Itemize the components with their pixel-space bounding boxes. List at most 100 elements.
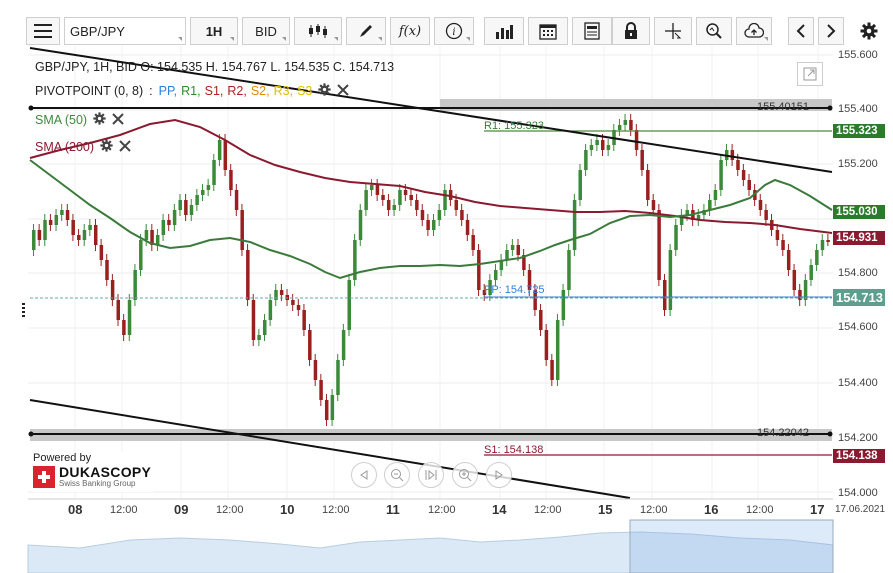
sma200-remove[interactable] — [119, 139, 131, 155]
candle-body — [708, 200, 712, 210]
ohlc-summary: GBP/JPY, 1H, BID O: 154.535 H. 154.767 L… — [35, 60, 395, 74]
candle-body — [758, 200, 763, 210]
candle-body — [471, 235, 475, 250]
pivotpoint-remove[interactable] — [337, 83, 350, 99]
dropdown-arrow-icon — [764, 37, 768, 41]
candle-body — [674, 225, 678, 250]
navigator-window[interactable] — [629, 519, 834, 573]
x-axis-time: 12:00 — [534, 504, 562, 516]
scroll-left-button[interactable] — [788, 17, 814, 45]
upload-button[interactable] — [736, 17, 772, 45]
info-button[interactable]: i — [434, 17, 474, 45]
sma200-indicator: SMA (200) — [35, 139, 131, 155]
upper-level-right-handle[interactable] — [827, 105, 833, 111]
zoom-button[interactable] — [696, 17, 732, 45]
sma200-settings[interactable] — [100, 139, 113, 155]
pan-right-button[interactable] — [486, 462, 512, 488]
candle-body — [764, 210, 768, 220]
symbol-select[interactable]: GBP/JPY — [64, 17, 186, 45]
candle-body — [105, 260, 109, 280]
candle-body — [268, 300, 273, 320]
candle-body — [786, 250, 791, 270]
hamburger-icon — [34, 24, 52, 38]
chart-type-button[interactable] — [294, 17, 342, 45]
sma-50-line — [29, 159, 833, 280]
pivot-level-label: S2, — [250, 84, 270, 98]
function-label: f(x) — [398, 23, 422, 39]
lower-level-right-handle[interactable] — [827, 431, 833, 437]
candle-body — [634, 130, 639, 150]
function-button[interactable]: f(x) — [390, 17, 430, 45]
candle-body — [420, 210, 425, 220]
candle-body — [347, 280, 351, 330]
draw-tool-button[interactable] — [346, 17, 386, 45]
sma50-indicator: SMA (50) — [35, 112, 124, 128]
candle-body — [493, 270, 498, 280]
candle-body — [798, 290, 802, 300]
candle-body — [775, 230, 780, 240]
candle-body — [533, 290, 537, 310]
candle-body — [319, 380, 323, 400]
reset-view-button[interactable] — [418, 462, 444, 488]
interval-select[interactable]: 1H — [190, 17, 238, 45]
candle-body — [308, 330, 312, 360]
settings-button[interactable] — [854, 17, 884, 45]
candle-body — [572, 200, 577, 250]
calendar-icon — [539, 24, 557, 40]
crosshair-button[interactable] — [654, 17, 692, 45]
close-icon — [112, 112, 124, 125]
candle-body — [555, 320, 560, 380]
candle-body — [510, 245, 515, 250]
price-side-select[interactable]: BID — [242, 17, 290, 45]
upper-level-left-handle[interactable] — [28, 105, 34, 111]
s1-price-tag: 154.138 — [833, 449, 885, 463]
news-button[interactable] — [572, 17, 612, 45]
candle-body — [144, 230, 149, 240]
dropdown-arrow-icon — [378, 37, 382, 41]
candle-body — [539, 310, 543, 330]
lower-level-left-handle[interactable] — [28, 431, 34, 437]
y-axis-label: 155.600 — [838, 49, 878, 61]
candle-body — [747, 180, 751, 190]
candle-body — [544, 330, 549, 360]
candle-body — [696, 215, 701, 220]
candle-body — [482, 290, 487, 295]
pivot-level-label: S3 — [297, 84, 313, 98]
lock-button[interactable] — [612, 17, 650, 45]
candle-body — [127, 300, 132, 335]
candle-body — [240, 210, 244, 250]
r1-label: R1: 155.323 — [484, 120, 544, 132]
candle-body — [93, 225, 98, 245]
x-axis-day: 14 — [492, 502, 507, 517]
candle-body — [662, 280, 667, 310]
candle-body — [336, 360, 340, 395]
candle-body — [155, 235, 160, 245]
candle-body — [522, 255, 526, 270]
zoom-out-icon — [391, 469, 404, 482]
volume-button[interactable] — [484, 17, 524, 45]
gear-icon — [93, 112, 106, 125]
sma50-remove[interactable] — [112, 112, 124, 128]
calendar-button[interactable] — [528, 17, 568, 45]
panel-drag-handle[interactable] — [22, 303, 25, 317]
scroll-right-button[interactable] — [818, 17, 844, 45]
sma200-name: SMA (200) — [35, 140, 95, 154]
sma50-settings[interactable] — [93, 112, 106, 128]
gear-icon — [860, 22, 878, 40]
candle-body — [82, 230, 87, 240]
zoom-out-button[interactable] — [384, 462, 410, 488]
pan-left-button[interactable] — [351, 462, 377, 488]
candle-body — [668, 250, 673, 310]
candle-body — [251, 300, 256, 340]
candle-body — [809, 265, 813, 280]
pivotpoint-settings[interactable] — [318, 83, 331, 99]
pp-label: PP: 154.725 — [484, 284, 545, 296]
menu-button[interactable] — [26, 17, 60, 45]
powered-by-text: Powered by — [33, 452, 92, 464]
fullscreen-button[interactable] — [797, 62, 823, 86]
candle-body — [302, 310, 306, 330]
pivotpoint-name: PIVOTPOINT (0, 8) — [35, 84, 144, 98]
zoom-in-button[interactable] — [452, 462, 478, 488]
candle-body — [353, 240, 357, 280]
